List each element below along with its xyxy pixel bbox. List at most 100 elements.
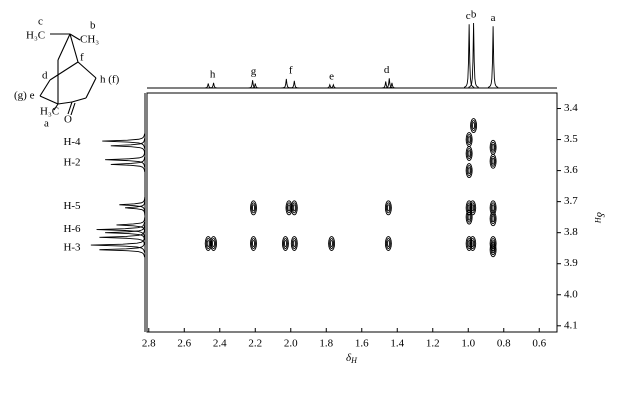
bond (69, 33, 79, 63)
y-axis-label-sub: H (593, 216, 602, 224)
bond (57, 101, 73, 105)
y-tick-label: 3.7 (564, 195, 578, 207)
projection-label: H-6 (63, 223, 81, 235)
contour-ring (491, 240, 495, 247)
contour-ring (252, 240, 255, 247)
spectrum-peak (386, 82, 398, 89)
x-tick-label: 1.6 (355, 338, 369, 350)
structure-label: d (42, 70, 48, 82)
contour-ring (292, 240, 296, 247)
peak-label: a (491, 12, 496, 24)
spectrum-peak (208, 82, 219, 89)
contour-peak (489, 153, 497, 169)
contour-ring (491, 246, 495, 254)
structure-label: b (90, 20, 96, 32)
contour-ring (490, 244, 496, 256)
projection-label: H-2 (63, 156, 80, 168)
contour-ring (329, 238, 335, 249)
spectrum-peak (281, 78, 292, 89)
contour-peak (465, 146, 473, 161)
contour-ring (467, 167, 471, 175)
bond (67, 101, 73, 115)
contour-ring (471, 204, 475, 212)
contour-peak (469, 236, 477, 251)
contour-peak (489, 211, 497, 227)
contour-peak (384, 200, 392, 216)
bond (69, 33, 81, 41)
x-tick-label: 2.6 (177, 338, 191, 350)
contour-ring (490, 202, 496, 214)
contour-peak (489, 242, 497, 258)
bond (71, 97, 87, 103)
projection-peak (90, 237, 145, 253)
projection-label: H-4 (63, 136, 81, 148)
contour-ring (491, 204, 495, 212)
contour-ring (252, 204, 255, 212)
spectrum-peak (247, 80, 258, 89)
projection-peak (96, 222, 145, 238)
structure-label: CH₃ (80, 34, 99, 46)
x-axis-label-symbol: δ (346, 352, 352, 364)
bond (70, 102, 76, 116)
peak-label: c (466, 10, 471, 22)
contour-ring (467, 136, 471, 144)
structure-label: a (44, 118, 49, 130)
projection-peak (105, 152, 146, 168)
contour-ring (491, 215, 495, 223)
contour-ring (283, 240, 287, 247)
spectrum-peak (384, 78, 395, 89)
spectrum-peak (289, 80, 300, 89)
x-tick-label: 2.8 (142, 338, 156, 350)
contour-ring (212, 240, 216, 247)
contour-ring (385, 238, 391, 249)
bond (39, 79, 51, 97)
projection-peak (125, 200, 146, 216)
plot-frame (146, 92, 558, 333)
contour-ring (491, 143, 495, 151)
x-tick-label: 1.0 (461, 338, 475, 350)
x-tick-label: 1.2 (426, 338, 440, 350)
projection-peak (99, 229, 145, 245)
contour-ring (491, 157, 495, 165)
contour-peak (250, 236, 257, 251)
contour-ring (292, 204, 296, 212)
structure-label: H₃C (26, 30, 45, 42)
contour-ring (466, 148, 472, 159)
contour-peak (290, 200, 298, 216)
y-tick-label: 3.6 (564, 164, 578, 176)
bond (77, 61, 97, 79)
structure-label: h (f) (100, 74, 120, 86)
spectrum-peak (328, 83, 339, 89)
contour-ring (386, 204, 390, 212)
projection-peak (102, 133, 145, 149)
contour-peak (469, 200, 477, 216)
projection-peak (99, 242, 145, 258)
y-axis-label: δH (593, 212, 606, 224)
contour-ring (471, 240, 475, 247)
x-tick-label: 2.0 (284, 338, 298, 350)
x-axis-label: δH (346, 352, 358, 365)
projection-label: H-3 (63, 242, 81, 254)
contour-ring (467, 150, 471, 157)
bond (57, 33, 71, 61)
contour-ring (206, 240, 210, 247)
x-tick-label: 2.4 (213, 338, 227, 350)
spectrum-peak (463, 24, 475, 88)
bond (39, 95, 59, 105)
contour-ring (470, 202, 476, 214)
y-tick-label: 3.4 (564, 102, 578, 114)
y-tick-label: 4.0 (564, 288, 578, 300)
contour-peak (465, 209, 473, 225)
contour-ring (385, 202, 391, 214)
spectrum-peak (487, 26, 499, 88)
x-tick-label: 0.8 (497, 338, 511, 350)
x-tick-label: 1.8 (319, 338, 333, 350)
projection-peak (110, 138, 146, 154)
x-tick-label: 0.6 (532, 338, 546, 350)
contour-peak (489, 236, 497, 251)
contour-ring (291, 238, 297, 249)
contour-peak (470, 118, 478, 134)
contour-peak (281, 236, 289, 251)
bond (53, 103, 59, 111)
contour-ring (251, 238, 256, 249)
